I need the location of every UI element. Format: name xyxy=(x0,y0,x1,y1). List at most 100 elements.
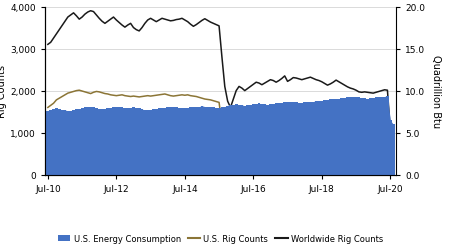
Bar xyxy=(286,103,289,175)
Bar xyxy=(72,110,75,175)
Legend: U.S. Energy Consumption, U.S. Rig Counts, Worldwide Rig Counts: U.S. Energy Consumption, U.S. Rig Counts… xyxy=(54,230,387,246)
Bar xyxy=(152,110,155,175)
Bar xyxy=(229,106,232,175)
Bar xyxy=(372,99,374,175)
Bar xyxy=(198,107,201,175)
Bar xyxy=(189,108,192,175)
Bar xyxy=(84,108,86,175)
Bar xyxy=(129,109,132,175)
Bar xyxy=(158,109,161,175)
Bar xyxy=(163,109,166,175)
Bar xyxy=(329,100,332,175)
Bar xyxy=(69,111,72,175)
Bar xyxy=(104,110,106,175)
Bar xyxy=(355,98,357,175)
Bar xyxy=(75,110,78,175)
Bar xyxy=(112,108,115,175)
Bar xyxy=(306,103,309,175)
Bar xyxy=(255,105,257,175)
Bar xyxy=(249,106,252,175)
Bar xyxy=(357,98,360,175)
Bar xyxy=(274,104,278,175)
Bar xyxy=(295,103,297,175)
Bar xyxy=(284,103,286,175)
Bar xyxy=(206,107,209,175)
Bar xyxy=(246,106,249,175)
Bar xyxy=(343,99,346,175)
Bar xyxy=(101,110,104,175)
Bar xyxy=(95,109,98,175)
Bar xyxy=(180,109,184,175)
Bar xyxy=(149,110,152,175)
Bar xyxy=(326,100,329,175)
Bar xyxy=(50,110,52,175)
Bar xyxy=(195,107,198,175)
Bar xyxy=(280,104,284,175)
Y-axis label: Quadrillion Btu: Quadrillion Btu xyxy=(431,55,441,128)
Bar xyxy=(144,110,146,175)
Bar xyxy=(61,110,63,175)
Bar xyxy=(232,106,235,175)
Bar xyxy=(215,109,218,175)
Bar xyxy=(166,108,169,175)
Bar xyxy=(352,97,355,175)
Bar xyxy=(374,98,378,175)
Bar xyxy=(301,104,303,175)
Bar xyxy=(146,110,149,175)
Bar xyxy=(297,104,301,175)
Bar xyxy=(363,99,366,175)
Bar xyxy=(332,100,335,175)
Bar xyxy=(269,105,272,175)
Bar xyxy=(346,98,349,175)
Bar xyxy=(340,99,343,175)
Bar xyxy=(126,109,129,175)
Bar xyxy=(203,107,206,175)
Bar xyxy=(135,109,138,175)
Bar xyxy=(218,109,220,175)
Bar xyxy=(118,107,121,175)
Bar xyxy=(272,105,274,175)
Bar xyxy=(263,105,266,175)
Bar xyxy=(175,108,178,175)
Bar xyxy=(109,109,112,175)
Bar xyxy=(220,108,223,175)
Y-axis label: Rig Counts: Rig Counts xyxy=(0,65,8,118)
Bar xyxy=(55,109,58,175)
Bar xyxy=(257,104,261,175)
Bar xyxy=(240,106,243,175)
Bar xyxy=(132,108,135,175)
Bar xyxy=(115,107,118,175)
Bar xyxy=(169,108,172,175)
Bar xyxy=(140,110,144,175)
Bar xyxy=(238,106,240,175)
Bar xyxy=(223,107,226,175)
Bar xyxy=(226,106,229,175)
Bar xyxy=(335,100,338,175)
Bar xyxy=(315,101,318,175)
Bar xyxy=(161,109,163,175)
Bar xyxy=(252,105,255,175)
Bar xyxy=(360,99,363,175)
Bar xyxy=(318,101,320,175)
Bar xyxy=(235,105,238,175)
Bar xyxy=(383,97,386,175)
Bar xyxy=(78,110,81,175)
Bar xyxy=(209,108,212,175)
Bar xyxy=(172,107,175,175)
Bar xyxy=(320,101,323,175)
Bar xyxy=(349,98,352,175)
Bar xyxy=(86,108,89,175)
Bar xyxy=(155,110,157,175)
Bar xyxy=(58,110,61,175)
Bar xyxy=(46,111,50,175)
Bar xyxy=(289,102,292,175)
Bar xyxy=(389,120,392,175)
Bar xyxy=(178,109,180,175)
Bar xyxy=(369,99,372,175)
Bar xyxy=(212,108,215,175)
Bar xyxy=(89,107,92,175)
Bar xyxy=(386,96,389,175)
Bar xyxy=(266,106,269,175)
Bar xyxy=(184,109,186,175)
Bar xyxy=(138,109,140,175)
